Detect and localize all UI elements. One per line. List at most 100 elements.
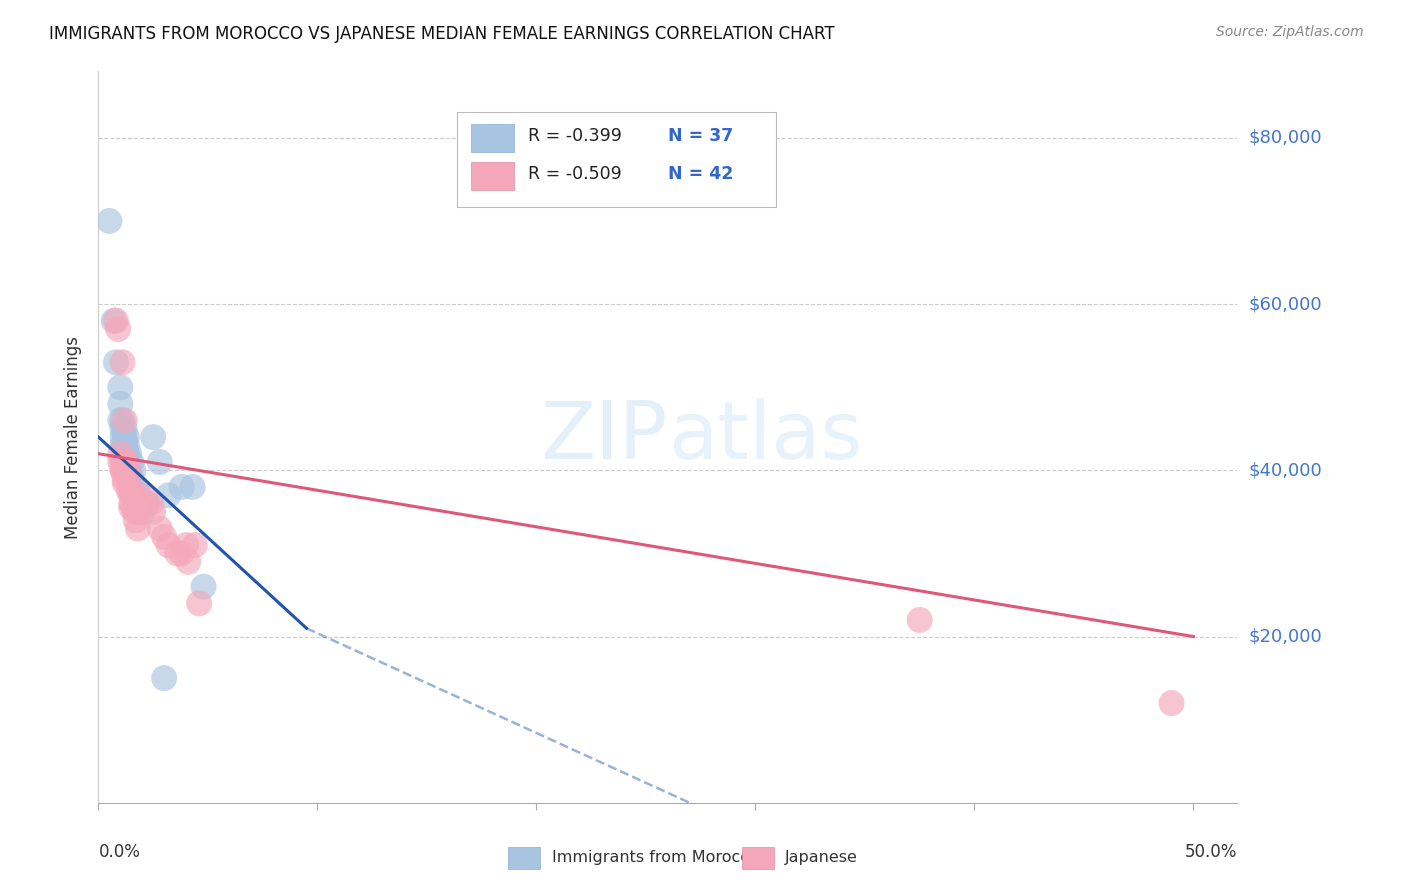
- Point: [1160, 696, 1182, 710]
- Point: [111, 413, 134, 427]
- Point: [120, 497, 142, 511]
- Text: $20,000: $20,000: [1249, 628, 1322, 646]
- Point: [157, 488, 180, 502]
- Point: [103, 314, 125, 328]
- Point: [149, 521, 172, 535]
- Text: $60,000: $60,000: [1249, 295, 1322, 313]
- Point: [170, 546, 193, 560]
- Point: [135, 497, 157, 511]
- Point: [118, 455, 141, 469]
- Text: atlas: atlas: [668, 398, 862, 476]
- Point: [118, 467, 141, 482]
- Point: [120, 488, 142, 502]
- Point: [157, 538, 180, 552]
- Point: [114, 430, 136, 444]
- Point: [122, 463, 145, 477]
- Point: [114, 422, 136, 436]
- Point: [122, 480, 145, 494]
- Point: [107, 322, 129, 336]
- Point: [118, 484, 141, 499]
- Point: [115, 455, 138, 469]
- Text: IMMIGRANTS FROM MOROCCO VS JAPANESE MEDIAN FEMALE EARNINGS CORRELATION CHART: IMMIGRANTS FROM MOROCCO VS JAPANESE MEDI…: [49, 25, 835, 43]
- Point: [110, 455, 132, 469]
- Text: ZIP: ZIP: [540, 398, 668, 476]
- Point: [115, 430, 138, 444]
- Bar: [509, 847, 540, 869]
- Point: [110, 397, 132, 411]
- Y-axis label: Median Female Earnings: Median Female Earnings: [65, 335, 83, 539]
- Point: [111, 430, 134, 444]
- Point: [115, 455, 138, 469]
- Text: Japanese: Japanese: [785, 850, 858, 865]
- Point: [114, 438, 136, 452]
- Bar: [742, 847, 773, 869]
- Point: [111, 438, 134, 452]
- Point: [118, 447, 141, 461]
- Text: $40,000: $40,000: [1249, 461, 1322, 479]
- Point: [115, 463, 138, 477]
- Point: [124, 513, 146, 527]
- Point: [120, 472, 142, 486]
- Bar: [471, 124, 515, 152]
- Point: [98, 214, 121, 228]
- Text: Source: ZipAtlas.com: Source: ZipAtlas.com: [1216, 25, 1364, 39]
- Point: [127, 484, 149, 499]
- Point: [193, 580, 215, 594]
- Point: [115, 438, 138, 452]
- Text: Immigrants from Morocco: Immigrants from Morocco: [551, 850, 758, 865]
- Point: [111, 422, 134, 436]
- Text: 50.0%: 50.0%: [1185, 843, 1237, 861]
- Point: [149, 455, 172, 469]
- Point: [104, 314, 127, 328]
- FancyBboxPatch shape: [457, 112, 776, 207]
- Point: [114, 413, 136, 427]
- Point: [908, 613, 931, 627]
- Point: [142, 505, 165, 519]
- Point: [111, 463, 134, 477]
- Text: N = 42: N = 42: [668, 165, 733, 183]
- Point: [122, 488, 145, 502]
- Point: [153, 671, 176, 685]
- Point: [111, 355, 134, 369]
- Point: [177, 555, 200, 569]
- Point: [114, 472, 136, 486]
- Point: [181, 480, 204, 494]
- Text: $80,000: $80,000: [1249, 128, 1322, 147]
- Point: [124, 497, 146, 511]
- Point: [124, 505, 146, 519]
- Point: [120, 500, 142, 515]
- Point: [115, 459, 138, 474]
- Text: N = 37: N = 37: [668, 127, 733, 145]
- Point: [118, 463, 141, 477]
- Point: [111, 455, 134, 469]
- Point: [174, 538, 197, 552]
- Bar: [471, 162, 515, 190]
- Point: [127, 521, 149, 535]
- Point: [135, 497, 157, 511]
- Point: [170, 480, 193, 494]
- Point: [110, 413, 132, 427]
- Point: [142, 430, 165, 444]
- Text: R = -0.509: R = -0.509: [527, 165, 621, 183]
- Point: [153, 530, 176, 544]
- Point: [111, 463, 134, 477]
- Point: [110, 380, 132, 394]
- Point: [104, 355, 127, 369]
- Point: [166, 546, 188, 560]
- Point: [114, 463, 136, 477]
- Point: [124, 480, 146, 494]
- Point: [114, 475, 136, 490]
- Point: [139, 497, 162, 511]
- Point: [110, 447, 132, 461]
- Point: [114, 434, 136, 449]
- Point: [120, 455, 142, 469]
- Point: [115, 447, 138, 461]
- Point: [129, 505, 152, 519]
- Text: R = -0.399: R = -0.399: [527, 127, 621, 145]
- Point: [188, 596, 211, 610]
- Point: [131, 488, 153, 502]
- Point: [122, 500, 145, 515]
- Point: [118, 480, 141, 494]
- Point: [184, 538, 207, 552]
- Text: 0.0%: 0.0%: [98, 843, 141, 861]
